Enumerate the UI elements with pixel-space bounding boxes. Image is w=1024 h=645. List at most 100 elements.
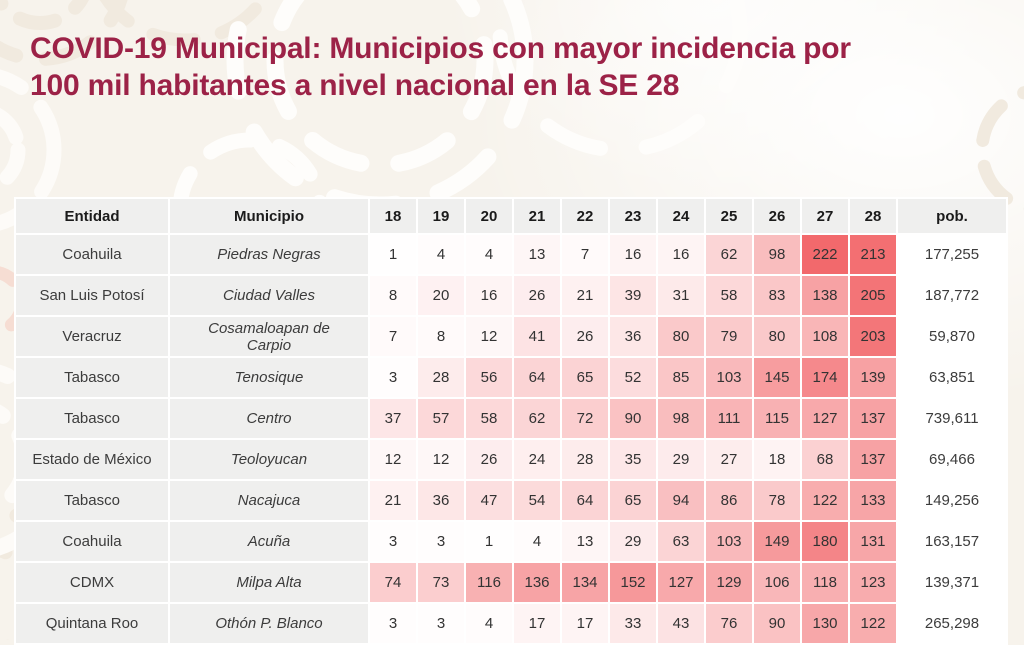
heat-cell-week-28: 137 (850, 440, 896, 479)
heat-cell-week-19: 4 (418, 235, 464, 274)
table-row: Estado de México Teoloyucan 12 12 26 24 28 35 29… (16, 440, 1006, 479)
heat-cell-week-24: 85 (658, 358, 704, 397)
heat-cell-week-25: 79 (706, 317, 752, 356)
header-week-18: 18 (370, 199, 416, 233)
table-row: CDMX Milpa Alta 74 73 116 136 134 152 127 129 106 1… (16, 563, 1006, 602)
municipio-cell: Cosamaloapan de Carpio (170, 317, 368, 356)
entidad-cell: Coahuila (16, 235, 168, 274)
heat-cell-week-26: 145 (754, 358, 800, 397)
heat-cell-week-21: 41 (514, 317, 560, 356)
heat-cell-week-19: 8 (418, 317, 464, 356)
municipio-cell: Piedras Negras (170, 235, 368, 274)
heat-cell-week-19: 12 (418, 440, 464, 479)
heat-cell-week-18: 3 (370, 358, 416, 397)
page-title: COVID-19 Municipal: Municipios con mayor… (30, 30, 1015, 104)
heat-cell-week-18: 8 (370, 276, 416, 315)
heat-cell-week-26: 78 (754, 481, 800, 520)
heat-cell-week-28: 137 (850, 399, 896, 438)
heat-cell-week-25: 103 (706, 358, 752, 397)
header-week-20: 20 (466, 199, 512, 233)
incidence-table-container: Entidad Municipio 18 19 20 21 22 23 24 25 26 27 28 po… (14, 197, 1010, 645)
heat-cell-week-19: 20 (418, 276, 464, 315)
header-municipio: Municipio (170, 199, 368, 233)
heat-cell-week-26: 80 (754, 317, 800, 356)
entidad-cell: Tabasco (16, 481, 168, 520)
municipio-cell: Ciudad Valles (170, 276, 368, 315)
entidad-cell: Tabasco (16, 399, 168, 438)
page-title-line-2: 100 mil habitantes a nivel nacional en l… (30, 69, 680, 103)
heat-cell-week-21: 24 (514, 440, 560, 479)
heat-cell-week-26: 90 (754, 604, 800, 643)
heat-cell-week-24: 127 (658, 563, 704, 602)
heat-cell-week-25: 58 (706, 276, 752, 315)
header-week-28: 28 (850, 199, 896, 233)
heat-cell-week-18: 3 (370, 604, 416, 643)
heat-cell-week-23: 65 (610, 481, 656, 520)
header-week-22: 22 (562, 199, 608, 233)
entidad-cell: San Luis Potosí (16, 276, 168, 315)
table-row: Veracruz Cosamaloapan de Carpio 7 8 12 41 26 36… (16, 317, 1006, 356)
municipio-cell: Centro (170, 399, 368, 438)
table-row: Tabasco Tenosique 3 28 56 64 65 52 85 103 145 174 13… (16, 358, 1006, 397)
heat-cell-week-25: 76 (706, 604, 752, 643)
heat-cell-week-22: 72 (562, 399, 608, 438)
heat-cell-week-27: 138 (802, 276, 848, 315)
heat-cell-week-21: 62 (514, 399, 560, 438)
heat-cell-week-26: 106 (754, 563, 800, 602)
heat-cell-week-18: 12 (370, 440, 416, 479)
heat-cell-week-27: 108 (802, 317, 848, 356)
heat-cell-week-21: 13 (514, 235, 560, 274)
entidad-cell: Estado de México (16, 440, 168, 479)
heat-cell-week-25: 103 (706, 522, 752, 561)
heat-cell-week-23: 52 (610, 358, 656, 397)
heat-cell-week-22: 13 (562, 522, 608, 561)
heat-cell-week-20: 116 (466, 563, 512, 602)
heat-cell-week-25: 111 (706, 399, 752, 438)
heat-cell-week-22: 7 (562, 235, 608, 274)
heat-cell-week-28: 122 (850, 604, 896, 643)
heat-cell-week-18: 21 (370, 481, 416, 520)
header-entidad: Entidad (16, 199, 168, 233)
header-week-24: 24 (658, 199, 704, 233)
header-week-25: 25 (706, 199, 752, 233)
heat-cell-week-20: 4 (466, 235, 512, 274)
heat-cell-week-20: 16 (466, 276, 512, 315)
entidad-cell: CDMX (16, 563, 168, 602)
heat-cell-week-28: 133 (850, 481, 896, 520)
heat-cell-week-26: 115 (754, 399, 800, 438)
heat-cell-week-23: 90 (610, 399, 656, 438)
heat-cell-week-27: 180 (802, 522, 848, 561)
heat-cell-week-23: 152 (610, 563, 656, 602)
table-row: Quintana Roo Othón P. Blanco 3 3 4 17 17 33 43 76… (16, 604, 1006, 643)
heat-cell-week-27: 130 (802, 604, 848, 643)
heat-cell-week-20: 47 (466, 481, 512, 520)
entidad-cell: Tabasco (16, 358, 168, 397)
heat-cell-week-19: 36 (418, 481, 464, 520)
population-cell: 739,611 (898, 399, 1006, 438)
heat-cell-week-18: 3 (370, 522, 416, 561)
table-body: Coahuila Piedras Negras 1 4 4 13 7 16 16 62 98 222 2… (16, 235, 1006, 643)
heat-cell-week-23: 33 (610, 604, 656, 643)
population-cell: 163,157 (898, 522, 1006, 561)
heat-cell-week-24: 80 (658, 317, 704, 356)
heat-cell-week-28: 123 (850, 563, 896, 602)
municipio-cell: Nacajuca (170, 481, 368, 520)
heat-cell-week-18: 7 (370, 317, 416, 356)
table-row: Coahuila Piedras Negras 1 4 4 13 7 16 16 62 98 222 2… (16, 235, 1006, 274)
heat-cell-week-24: 94 (658, 481, 704, 520)
table-row: Tabasco Nacajuca 21 36 47 54 64 65 94 86 78 122 133 1… (16, 481, 1006, 520)
heat-cell-week-22: 134 (562, 563, 608, 602)
page-title-line-1: COVID-19 Municipal: Municipios con mayor… (30, 32, 851, 65)
heat-cell-week-27: 122 (802, 481, 848, 520)
heat-cell-week-27: 118 (802, 563, 848, 602)
heat-cell-week-27: 222 (802, 235, 848, 274)
heat-cell-week-26: 18 (754, 440, 800, 479)
heat-cell-week-28: 205 (850, 276, 896, 315)
heat-cell-week-20: 4 (466, 604, 512, 643)
municipio-cell: Acuña (170, 522, 368, 561)
population-cell: 69,466 (898, 440, 1006, 479)
heat-cell-week-27: 174 (802, 358, 848, 397)
heat-cell-week-21: 26 (514, 276, 560, 315)
heat-cell-week-24: 98 (658, 399, 704, 438)
heat-cell-week-26: 149 (754, 522, 800, 561)
